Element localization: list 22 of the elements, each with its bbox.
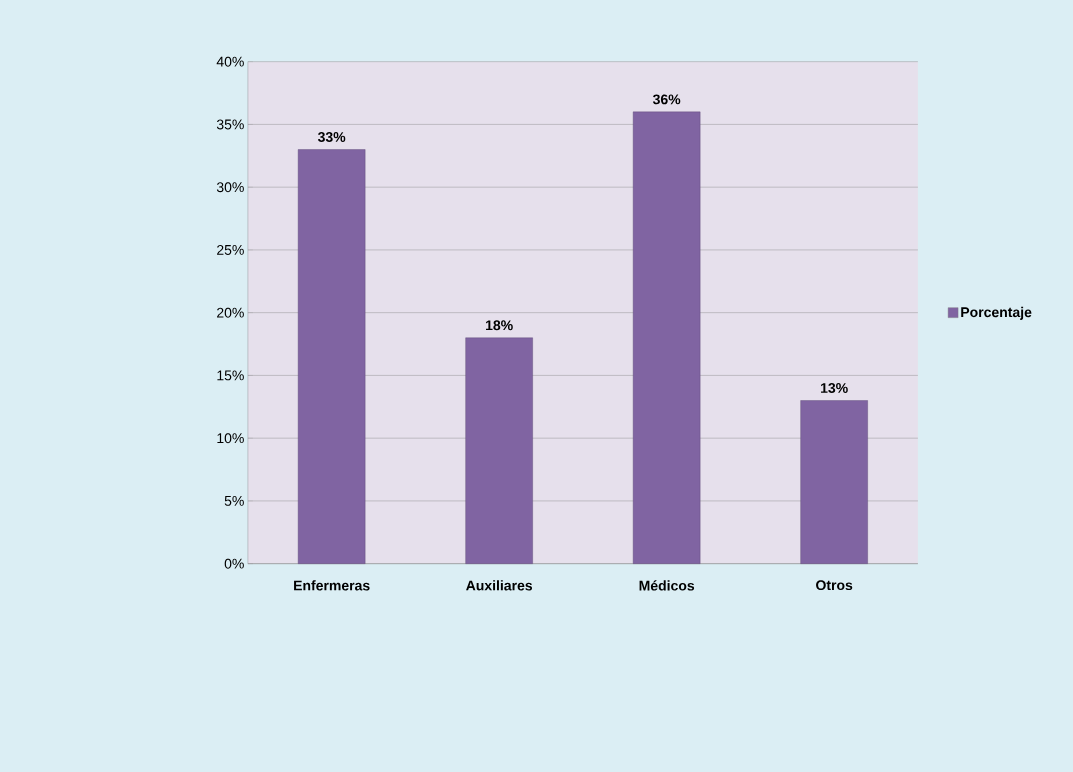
data-label: 13% bbox=[821, 383, 848, 393]
x-tick-label: Enfermeras bbox=[294, 580, 370, 591]
y-tick-label: 0% bbox=[224, 558, 244, 569]
data-label: 33% bbox=[317, 132, 346, 142]
legend-label: Porcentaje bbox=[961, 306, 1032, 320]
y-tick-label: 15% bbox=[217, 370, 244, 381]
y-tick-label: 25% bbox=[217, 244, 244, 255]
y-tick-label: 10% bbox=[217, 433, 244, 444]
y-tick-label: 40% bbox=[216, 56, 244, 67]
y-tick-label: 35% bbox=[216, 119, 244, 130]
x-tick-label: Otros bbox=[816, 580, 853, 591]
y-tick-label: 5% bbox=[224, 495, 244, 506]
bar bbox=[800, 400, 868, 564]
bar bbox=[632, 111, 701, 564]
data-label: 18% bbox=[486, 320, 513, 331]
bar bbox=[465, 337, 533, 564]
data-label: 36% bbox=[652, 94, 681, 105]
x-tick-label: Auxiliares bbox=[466, 580, 533, 591]
x-tick-label: Médicos bbox=[639, 580, 695, 591]
y-tick-label: 30% bbox=[216, 182, 244, 193]
y-tick-label: 20% bbox=[217, 307, 244, 318]
bar bbox=[297, 149, 366, 564]
